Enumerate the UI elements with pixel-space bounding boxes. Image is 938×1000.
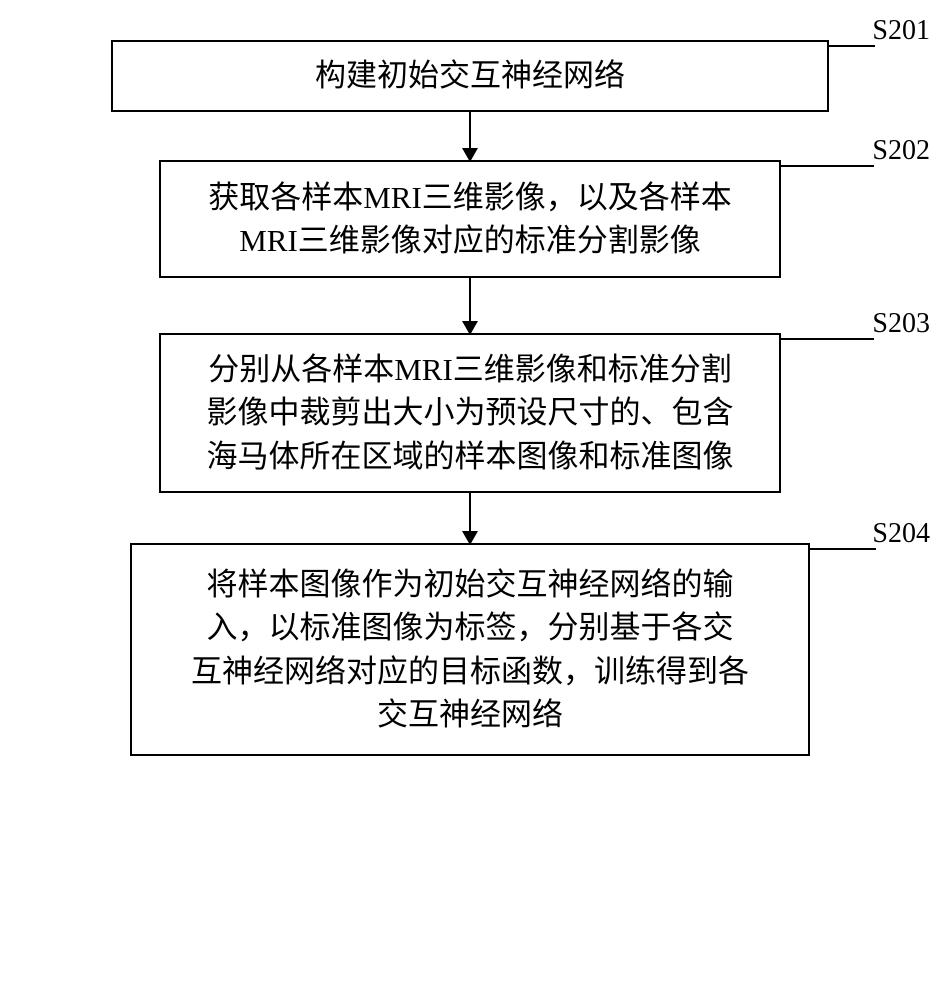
node-label-s202: S202	[872, 135, 930, 167]
connector-s202	[779, 165, 874, 167]
flowchart-node-s201: 构建初始交互神经网络	[111, 40, 829, 112]
flowchart-node-s202: 获取各样本MRI三维影像，以及各样本MRI三维影像对应的标准分割影像	[159, 160, 781, 278]
arrow-s203-s204	[80, 493, 860, 543]
connector-s204	[808, 548, 876, 550]
flowchart-node-s203: 分别从各样本MRI三维影像和标准分割影像中裁剪出大小为预设尺寸的、包含海马体所在…	[159, 333, 781, 493]
connector-s201	[827, 45, 875, 47]
node-label-s204: S204	[872, 518, 930, 550]
node-text-s204: 将样本图像作为初始交互神经网络的输入，以标准图像为标签，分别基于各交互神经网络对…	[191, 563, 749, 737]
flowchart-node-s204: 将样本图像作为初始交互神经网络的输入，以标准图像为标签，分别基于各交互神经网络对…	[130, 543, 810, 756]
arrow-s201-s202	[80, 112, 860, 160]
node-text-s203: 分别从各样本MRI三维影像和标准分割影像中裁剪出大小为预设尺寸的、包含海马体所在…	[207, 348, 734, 478]
node-label-s203: S203	[872, 308, 930, 340]
connector-s203	[779, 338, 874, 340]
flowchart-container: 构建初始交互神经网络 S201 获取各样本MRI三维影像，以及各样本MRI三维影…	[80, 40, 860, 756]
node-text-s201: 构建初始交互神经网络	[315, 54, 625, 97]
node-label-s201: S201	[872, 15, 930, 47]
node-text-s202: 获取各样本MRI三维影像，以及各样本MRI三维影像对应的标准分割影像	[208, 176, 732, 263]
arrow-s202-s203	[80, 278, 860, 333]
